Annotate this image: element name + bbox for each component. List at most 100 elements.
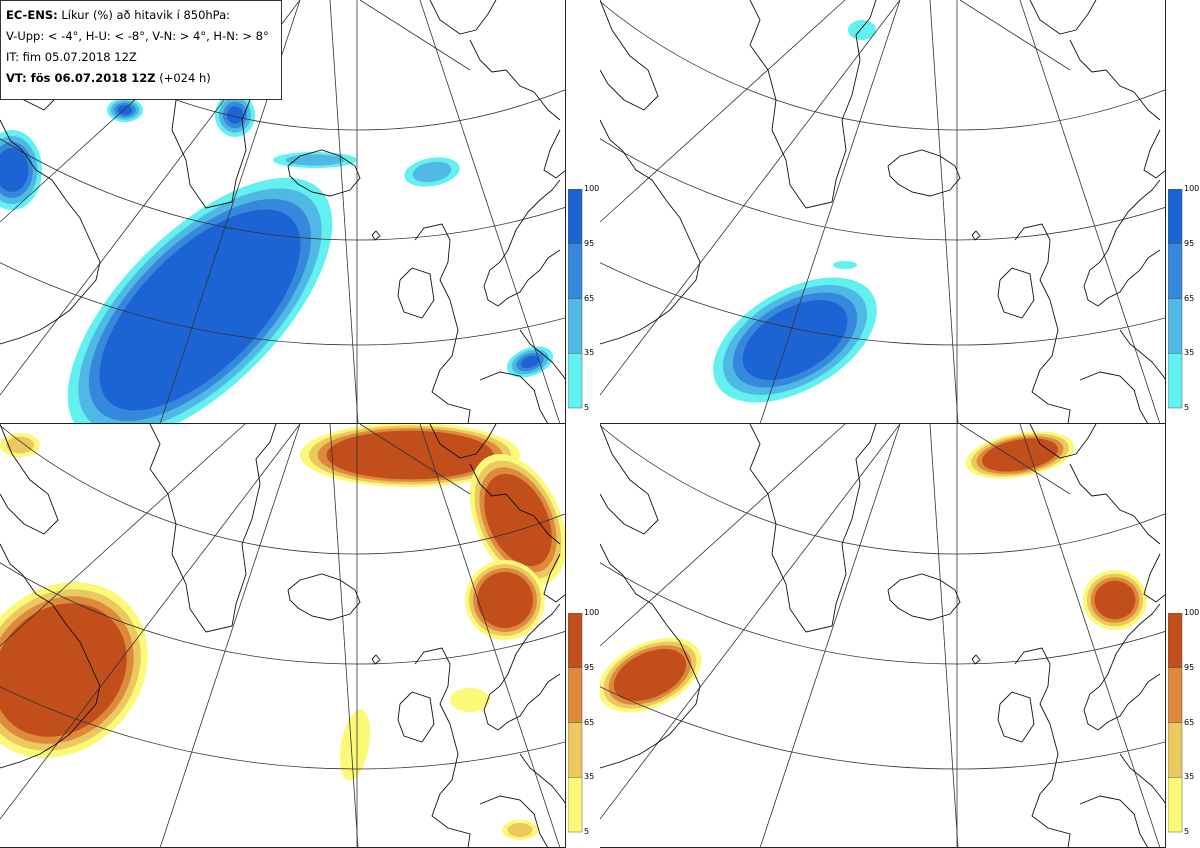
coastline: [1119, 753, 1165, 804]
probability-contour: [613, 648, 687, 702]
colorbar-swatch: [1168, 667, 1183, 723]
title-text: Líkur (%) að hitavik í 850hPa:: [61, 8, 231, 22]
colorbar-tick-label: 95: [1184, 238, 1195, 248]
coastline: [1069, 463, 1161, 545]
coastline: [397, 267, 435, 319]
coastline: [887, 573, 961, 621]
valid-time-line: VT: fös 06.07.2018 12Z (+024 h): [6, 68, 276, 89]
coastline: [469, 463, 561, 545]
coastline: [0, 424, 59, 535]
colorbar-swatch: [568, 298, 583, 354]
coastline: [543, 129, 565, 179]
colorbar-tick-label: 5: [1184, 403, 1190, 412]
coastline: [429, 424, 497, 459]
map-panel-cold-8: [600, 0, 1166, 424]
colorbar-swatch: [568, 777, 583, 833]
probability-contour: [326, 430, 494, 480]
probability-contour: [0, 148, 29, 192]
coastline: [1029, 424, 1097, 459]
colorbar-svg: [568, 613, 583, 833]
coastline: [887, 149, 961, 197]
probability-contour: [742, 300, 848, 380]
coastline: [1143, 129, 1165, 179]
colorbar-svg: [1168, 613, 1183, 833]
coastline: [997, 267, 1035, 319]
meridian-line: [959, 424, 1071, 495]
meridian-line: [600, 424, 901, 820]
colorbar-swatch: [1168, 189, 1183, 244]
coastline: [749, 0, 877, 209]
probability-contour: [477, 572, 533, 628]
colorbar-swatch: [1168, 298, 1183, 354]
coastline: [1069, 39, 1161, 121]
colorbar-swatch: [568, 667, 583, 723]
meridian-line: [359, 0, 471, 71]
colorbar-warm: 100 95 65 35 5: [1168, 609, 1199, 836]
init-time: IT: fim 05.07.2018 12Z: [6, 50, 137, 64]
colorbar-swatch: [568, 722, 583, 778]
probability-contour: [484, 473, 552, 567]
colorbar-swatch: [568, 613, 583, 668]
meridian-line: [0, 424, 301, 820]
meridian-line: [1019, 0, 1161, 423]
meridian-line: [600, 0, 846, 223]
lead-time: (+024 h): [159, 71, 211, 85]
colorbar-tick-label: 35: [1184, 348, 1195, 358]
colorbar-tick-label: 100: [1184, 184, 1200, 193]
colorbar-tick-label: 5: [584, 827, 590, 836]
colorbar-svg: [1168, 189, 1183, 409]
colorbar-tick-label: 100: [1184, 608, 1200, 617]
coastline: [287, 149, 361, 197]
colorbar-swatch: [568, 353, 583, 409]
map-svg: [0, 0, 565, 423]
coastline: [414, 647, 471, 847]
colorbar-svg: [568, 189, 583, 409]
meridian-line: [419, 424, 561, 847]
map-svg: [600, 424, 1165, 847]
meridian-line: [419, 0, 561, 423]
meridian-line: [959, 0, 1071, 71]
probability-contour: [848, 20, 876, 40]
coastline: [1119, 329, 1165, 380]
colorbar-tick-label: 100: [584, 608, 600, 617]
colorbar-tick-label: 5: [584, 403, 590, 412]
coastline: [1014, 223, 1071, 423]
meridian-line: [329, 424, 359, 847]
coastline: [1014, 647, 1071, 847]
map-panel-cold-4: [0, 0, 566, 424]
colorbar-tick-label: 5: [1184, 827, 1190, 836]
colorbar-tick-label: 95: [584, 662, 595, 672]
probability-contour: [833, 261, 857, 269]
colorbar-tick-label: 65: [1184, 717, 1195, 727]
probability-contour: [0, 603, 127, 737]
probability-contour: [507, 823, 533, 837]
coastline: [519, 753, 565, 804]
coastline: [519, 329, 565, 380]
coastline: [371, 230, 381, 241]
meridian-line: [1019, 424, 1161, 847]
meridian-line: [329, 0, 359, 423]
meridian-line: [600, 0, 901, 396]
coastline: [600, 424, 659, 535]
meridian-line: [759, 424, 901, 847]
probability-contour: [520, 355, 540, 369]
legend-box: EC-ENS: Líkur (%) að hitavik í 850hPa: V…: [0, 0, 282, 100]
meridian-line: [0, 424, 246, 647]
coastline: [479, 795, 548, 847]
meridian-line: [600, 424, 846, 647]
coastline: [371, 654, 381, 665]
coastline: [483, 179, 561, 307]
colorbar-tick-label: 95: [1184, 662, 1195, 672]
probability-contour: [1094, 580, 1136, 620]
probability-contour: [285, 154, 345, 166]
coastline: [997, 691, 1035, 743]
coastline: [971, 230, 981, 241]
colorbar-tick-label: 65: [584, 717, 595, 727]
meridian-line: [929, 424, 959, 847]
coastline: [0, 119, 101, 345]
valid-time: VT: fös 06.07.2018 12Z: [6, 71, 156, 85]
map-background: [600, 424, 1165, 847]
coastline: [600, 119, 701, 345]
colorbar-swatch: [568, 189, 583, 244]
probability-contour: [450, 688, 490, 712]
